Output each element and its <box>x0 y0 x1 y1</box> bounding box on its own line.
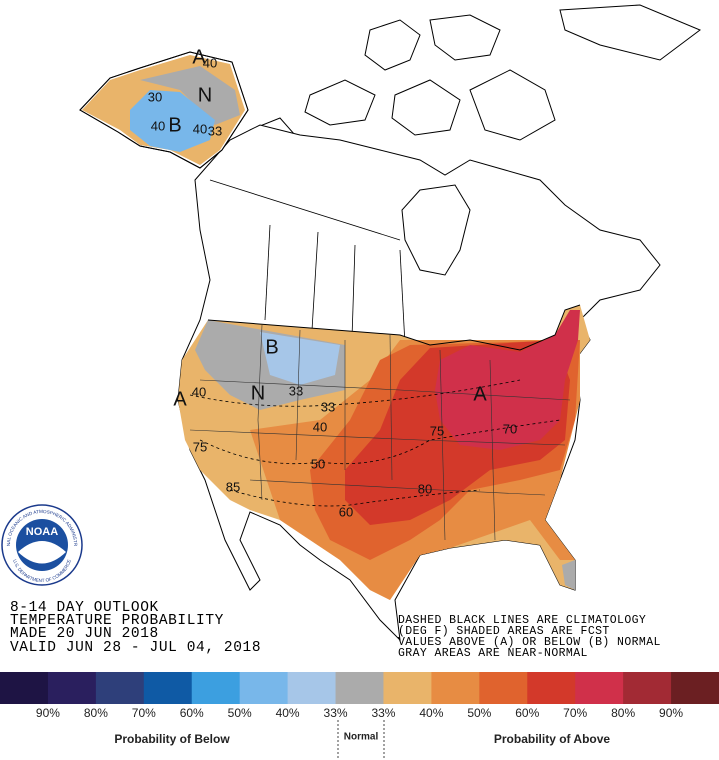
legend-label: 40% <box>419 706 443 720</box>
legend-label: 33% <box>324 706 348 720</box>
legend-label: 80% <box>611 706 635 720</box>
legend: 90% 80% 70% 60% 50% 40% 33% 33% 40% 50% 60% 70% 80% 9… <box>0 672 719 720</box>
map-label: 40 <box>313 419 327 434</box>
legend-swatch <box>479 672 528 704</box>
map-label: 40 <box>193 121 207 136</box>
noaa-logo: NOAA NATIONAL OCEANIC AND ATMOSPHERIC AD… <box>0 0 83 586</box>
map-label: N <box>198 84 212 106</box>
header-line: VALID JUN 28 - JUL 04, 2018 <box>10 640 261 656</box>
legend-label: 90% <box>659 706 683 720</box>
notes: DASHED BLACK LINES ARE CLIMATOLOGY (DEG … <box>398 614 661 660</box>
map-label: 85 <box>226 479 240 494</box>
legend-swatch <box>143 672 193 704</box>
legend-swatch <box>47 672 97 704</box>
note-line: (DEG F) SHADED AREAS ARE FCST <box>398 625 610 638</box>
note-line: GRAY AREAS ARE NEAR-NORMAL <box>398 647 588 660</box>
map-label: 33 <box>321 399 335 414</box>
us-shading <box>178 304 590 600</box>
climatology-lines <box>189 379 561 507</box>
map-label: 75 <box>430 423 444 438</box>
above-title: Probability of Above <box>494 732 611 746</box>
map-label: B <box>265 336 278 358</box>
map-label: 33 <box>208 123 222 138</box>
map-label: 33 <box>289 383 303 398</box>
logo-name: NOAA <box>26 526 58 538</box>
legend-label: 50% <box>228 706 252 720</box>
below-title: Probability of Below <box>114 732 230 746</box>
alaska <box>79 51 249 169</box>
note-line: VALUES ABOVE (A) OR BELOW (B) NORMAL <box>398 636 661 649</box>
arctic-islands <box>249 4 701 151</box>
state-lines <box>189 324 571 541</box>
normal-title: Normal <box>344 732 379 743</box>
legend-swatch <box>671 672 719 704</box>
legend-swatch <box>0 672 49 704</box>
map-label: 40 <box>203 55 217 70</box>
map-label: A <box>173 388 187 410</box>
legend-label: 70% <box>563 706 587 720</box>
map-label: 50 <box>311 456 325 471</box>
legend-swatch <box>431 672 480 704</box>
legend-label: 60% <box>180 706 204 720</box>
note-line: DASHED BLACK LINES ARE CLIMATOLOGY <box>398 614 646 627</box>
map-label: 60 <box>339 504 353 519</box>
map-label: A <box>473 383 487 405</box>
legend-swatch <box>383 672 432 704</box>
legend-swatch <box>239 672 289 704</box>
legend-swatch <box>287 672 337 704</box>
legend-swatch <box>95 672 145 704</box>
map-label: 75 <box>193 439 207 454</box>
map-label: 30 <box>148 89 162 104</box>
map-label: N <box>251 382 265 404</box>
map-label: 40 <box>151 118 165 133</box>
header: 8-14 DAY OUTLOOK TEMPERATURE PROBABILITY… <box>10 600 261 656</box>
header-line: TEMPERATURE PROBABILITY <box>10 613 224 629</box>
legend-label: 33% <box>371 706 395 720</box>
map-label: 80 <box>418 481 432 496</box>
header-line: 8-14 DAY OUTLOOK <box>10 600 159 616</box>
map-label: 70 <box>503 421 517 436</box>
logo-ring-top: NATIONAL OCEANIC AND ATMOSPHERIC ADMINIS… <box>0 0 78 547</box>
legend-label: 90% <box>36 706 60 720</box>
legend-swatch <box>623 672 672 704</box>
header-line: MADE 20 JUN 2018 <box>10 626 159 642</box>
legend-label: 50% <box>467 706 491 720</box>
map-label: A <box>192 46 206 68</box>
province-lines <box>209 179 406 346</box>
legend-label: 70% <box>132 706 156 720</box>
map-label: B <box>168 114 181 136</box>
map-label: 40 <box>192 384 206 399</box>
legend-label: 40% <box>276 706 300 720</box>
legend-swatch <box>191 672 241 704</box>
legend-label: 80% <box>84 706 108 720</box>
legend-swatch <box>527 672 576 704</box>
legend-label: 60% <box>515 706 539 720</box>
legend-swatch <box>335 672 384 704</box>
map-labels: A 40 30 N 40 B 40 33 B N 33 A 40 33 40 7… <box>148 46 517 519</box>
hudson-bay <box>401 184 471 276</box>
legend-swatch <box>575 672 624 704</box>
